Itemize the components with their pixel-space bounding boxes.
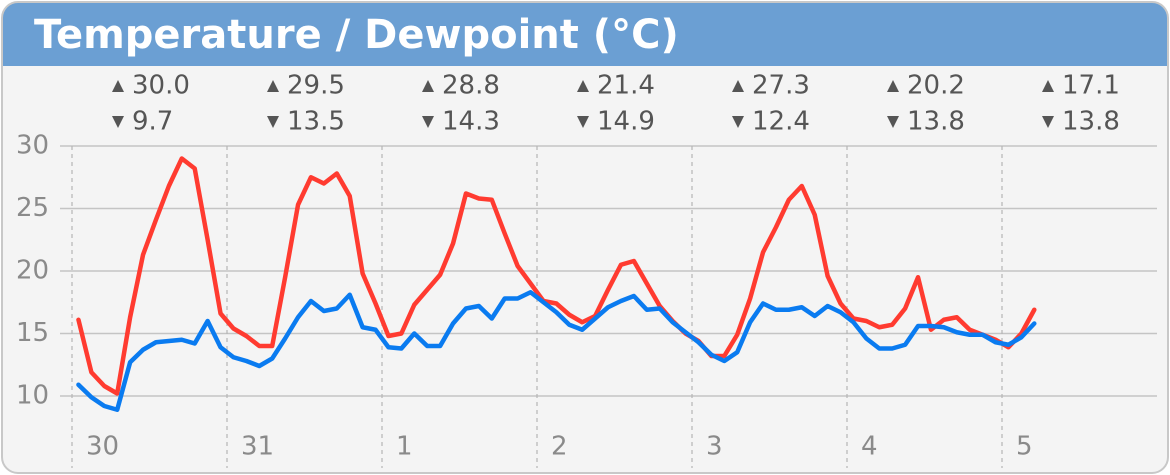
- x-tick-label: 4: [861, 432, 878, 462]
- down-triangle: [112, 116, 124, 128]
- x-tick-label: 31: [241, 432, 274, 462]
- daily-min-label: 13.8: [1062, 107, 1120, 137]
- x-tick-label: 30: [86, 432, 119, 462]
- up-triangle: [1042, 80, 1054, 92]
- daily-max-label: 17.1: [1062, 71, 1120, 101]
- daily-max-label: 28.8: [442, 71, 500, 101]
- y-tick-label: 15: [16, 318, 49, 348]
- down-triangle: [1042, 116, 1054, 128]
- daily-min-label: 14.9: [597, 107, 655, 137]
- chart-title: Temperature / Dewpoint (°C): [34, 12, 679, 58]
- series-line: [76, 156, 1037, 396]
- daily-min-label: 13.8: [907, 107, 965, 137]
- daily-min-label: 12.4: [752, 107, 810, 137]
- down-triangle: [267, 116, 279, 128]
- daily-max-label: 27.3: [752, 71, 810, 101]
- up-triangle: [422, 80, 434, 92]
- daily-max-label: 30.0: [132, 71, 190, 101]
- down-triangle: [887, 116, 899, 128]
- y-tick-label: 25: [16, 193, 49, 223]
- x-tick-label: 3: [706, 432, 723, 462]
- daily-max-label: 20.2: [907, 71, 965, 101]
- header: [2, 2, 1168, 66]
- down-triangle: [422, 116, 434, 128]
- down-triangle: [732, 116, 744, 128]
- y-tick-label: 10: [16, 381, 49, 411]
- series-line: [76, 290, 1037, 412]
- up-triangle: [887, 80, 899, 92]
- up-triangle: [267, 80, 279, 92]
- daily-max-label: 29.5: [287, 71, 345, 101]
- y-tick-label: 20: [16, 256, 49, 286]
- y-tick-label: 30: [16, 131, 49, 161]
- up-triangle: [112, 80, 124, 92]
- daily-min-label: 14.3: [442, 107, 500, 137]
- daily-min-label: 9.7: [132, 107, 173, 137]
- x-tick-label: 2: [551, 432, 568, 462]
- x-tick-label: 1: [396, 432, 413, 462]
- up-triangle: [577, 80, 589, 92]
- daily-max-label: 21.4: [597, 71, 655, 101]
- down-triangle: [577, 116, 589, 128]
- x-tick-label: 5: [1016, 432, 1033, 462]
- up-triangle: [732, 80, 744, 92]
- daily-min-label: 13.5: [287, 107, 345, 137]
